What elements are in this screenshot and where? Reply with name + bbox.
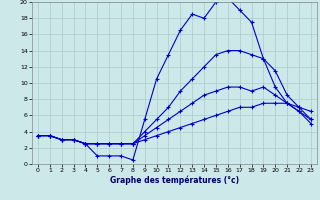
X-axis label: Graphe des températures (°c): Graphe des températures (°c) bbox=[110, 176, 239, 185]
